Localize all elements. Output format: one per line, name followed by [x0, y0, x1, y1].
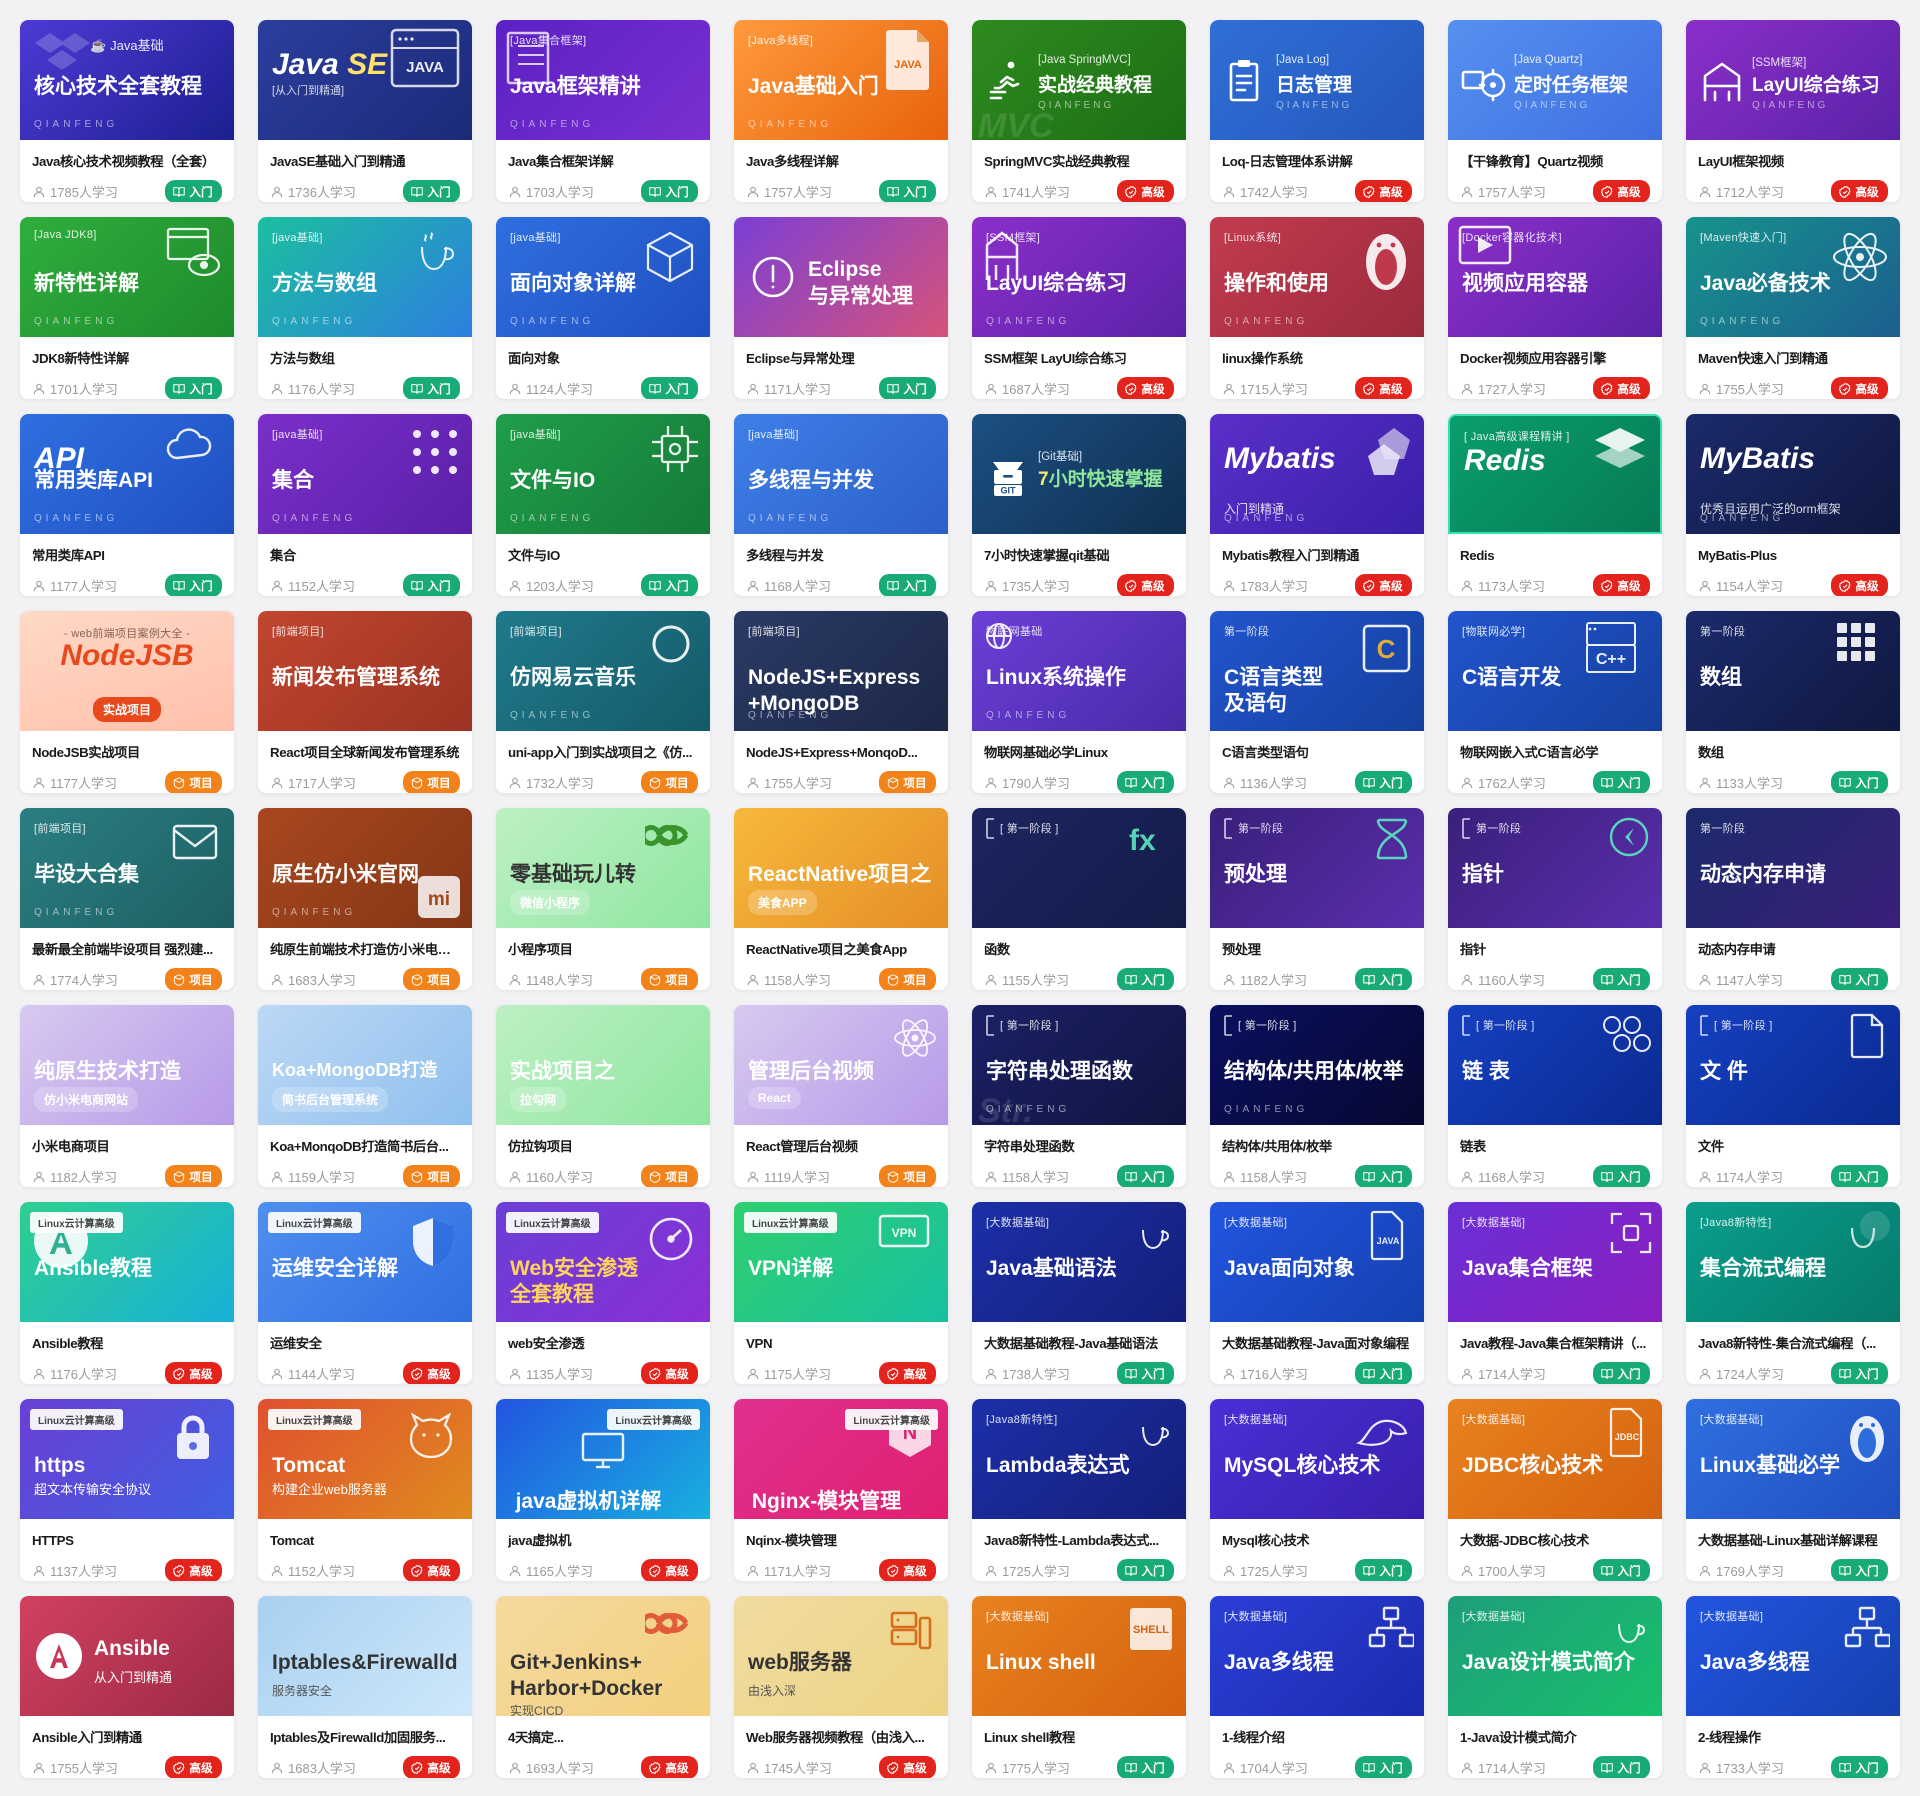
svg-text:fx: fx	[1129, 824, 1156, 857]
svg-text:SHELL: SHELL	[1133, 1624, 1169, 1636]
svg-text:C++: C++	[1596, 651, 1626, 668]
svg-text:GIT: GIT	[1001, 486, 1017, 496]
svg-text:JAVA: JAVA	[1377, 1236, 1400, 1246]
svg-text:JAVA: JAVA	[894, 59, 922, 71]
svg-text:JAVA: JAVA	[406, 59, 444, 76]
svg-text:C: C	[1377, 634, 1396, 664]
svg-text:mi: mi	[428, 889, 450, 910]
svg-text:VPN: VPN	[892, 1226, 917, 1240]
svg-text:JDBC: JDBC	[1615, 1432, 1640, 1442]
